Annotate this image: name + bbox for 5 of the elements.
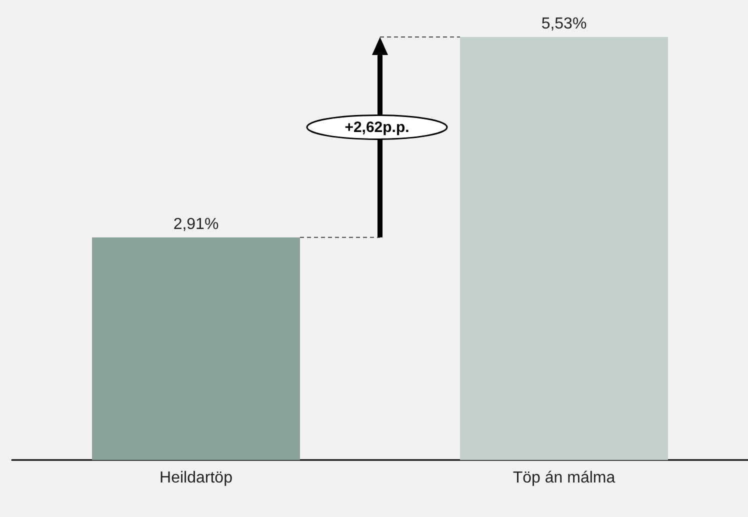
data-label: 5,53%: [541, 16, 587, 32]
x-tick-label: Heildartöp: [160, 470, 233, 486]
annotation: +2,62p.p.: [344, 119, 410, 136]
x-tick-label: Töp án málma: [512, 470, 616, 486]
data-label: 2,91%: [173, 216, 219, 233]
